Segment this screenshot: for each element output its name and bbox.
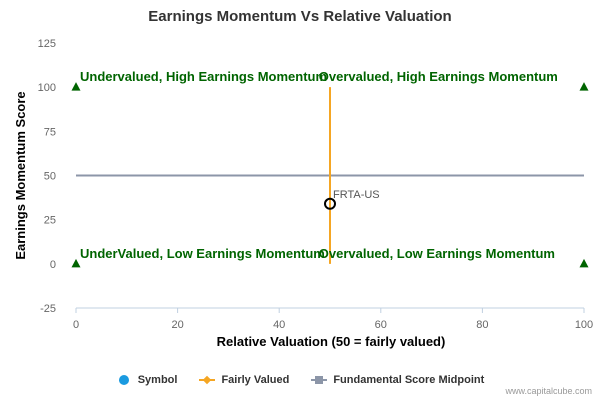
quadrant-marker xyxy=(71,82,81,91)
y-axis-title: Earnings Momentum Score xyxy=(13,91,28,259)
y-tick-label: 75 xyxy=(44,126,56,138)
quadrant-marker xyxy=(71,258,81,268)
legend-item-midpoint[interactable]: Fundamental Score Midpoint xyxy=(311,374,484,386)
fairly-valued-legend-icon xyxy=(199,375,216,385)
x-tick-label: 0 xyxy=(73,319,79,331)
data-point-label: FRTA-US xyxy=(333,189,380,201)
y-tick-label: -25 xyxy=(40,303,56,315)
quadrant-marker xyxy=(579,82,589,91)
legend: Symbol Fairly Valued Fundamental Score M… xyxy=(0,374,600,386)
legend-label-fairly-valued: Fairly Valued xyxy=(221,374,290,386)
x-tick-label: 40 xyxy=(273,319,285,331)
y-tick-label: 100 xyxy=(38,82,56,94)
y-tick-label: 50 xyxy=(44,171,56,183)
x-axis-title: Relative Valuation (50 = fairly valued) xyxy=(217,334,446,349)
y-tick-label: 125 xyxy=(38,38,56,50)
y-tick-label: 25 xyxy=(44,215,56,227)
quadrant-label: Undervalued, High Earnings Momentum xyxy=(80,69,327,84)
legend-item-fairly-valued[interactable]: Fairly Valued xyxy=(199,374,289,386)
quadrant-label: UnderValued, Low Earnings Momentum xyxy=(80,246,325,261)
x-tick-label: 100 xyxy=(575,319,593,331)
x-tick-label: 80 xyxy=(476,319,488,331)
data-point xyxy=(324,197,336,210)
quadrant-label: Overvalued, Low Earnings Momentum xyxy=(319,246,555,261)
x-tick-label: 60 xyxy=(375,319,387,331)
legend-label-symbol: Symbol xyxy=(137,374,178,386)
quadrant-marker xyxy=(579,258,589,268)
midpoint-legend-icon xyxy=(311,375,328,385)
y-tick-label: 0 xyxy=(50,259,56,271)
symbol-legend-icon xyxy=(116,375,132,385)
x-tick-label: 20 xyxy=(171,319,183,331)
legend-item-symbol[interactable]: Symbol xyxy=(116,374,178,386)
quadrant-label: Overvalued, High Earnings Momentum xyxy=(319,69,558,84)
legend-label-midpoint: Fundamental Score Midpoint xyxy=(333,374,485,386)
credit-text[interactable]: www.capitalcube.com xyxy=(505,386,592,396)
chart-title: Earnings Momentum Vs Relative Valuation xyxy=(148,8,451,25)
